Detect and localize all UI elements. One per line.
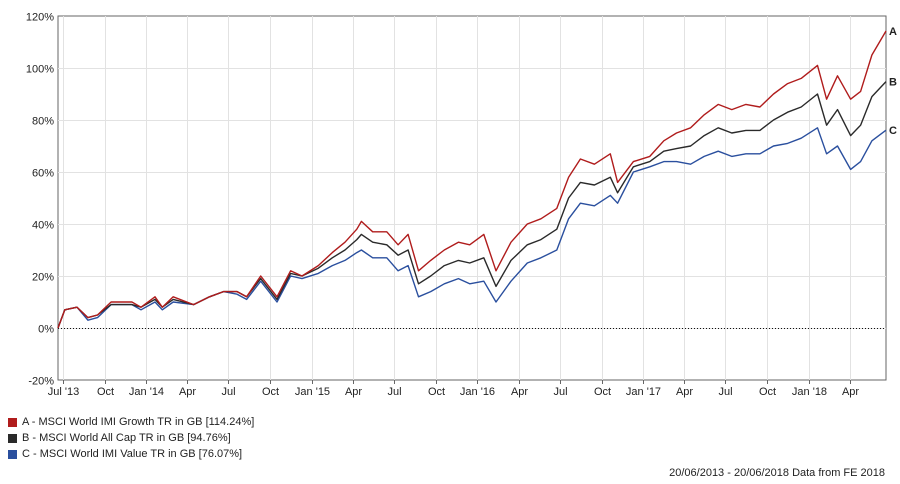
legend-swatch-b [8,433,17,443]
grid [57,15,887,381]
x-tick-label: Oct [759,386,776,398]
legend-label-c: C - MSCI World IMI Value TR in GB [76.07… [22,448,243,460]
y-tick-label: 20% [32,272,54,284]
series-line-c [57,127,887,329]
legend-item-a[interactable]: A - MSCI World IMI Growth TR in GB [114.… [8,414,254,430]
x-tick-label: Apr [345,386,362,398]
end-label-c: C [889,125,897,137]
end-label-a: A [889,26,897,38]
x-tick-label: Jan '18 [792,386,827,398]
y-tick-label: 80% [32,116,54,128]
y-tick-label: 120% [26,12,54,24]
performance-chart: 120% 100% 80% 60% 40% 20% 0% -20%Jul '13 Oct Jan … [26,12,897,399]
y-tick-label: 40% [32,220,54,232]
legend-label-b: B - MSCI World All Cap TR in GB [94.76%] [22,432,231,444]
y-tick-label: 0% [38,324,54,336]
x-tick-label: Oct [97,386,114,398]
plot-frame [57,15,887,381]
legend: A - MSCI World IMI Growth TR in GB [114.… [8,414,254,462]
x-tick-label: Jul [221,386,235,398]
legend-item-c[interactable]: C - MSCI World IMI Value TR in GB [76.07… [8,446,254,462]
legend-label-a: A - MSCI World IMI Growth TR in GB [114.… [22,416,255,428]
y-tick-label: 60% [32,168,54,180]
legend-item-b[interactable]: B - MSCI World All Cap TR in GB [94.76%] [8,430,254,446]
series-layer [57,30,887,329]
x-tick-label: Jan '16 [460,386,495,398]
x-tick-label: Oct [594,386,611,398]
legend-swatch-c [8,449,17,459]
legend-swatch-a [8,417,17,427]
axes: 120% 100% 80% 60% 40% 20% 0% -20%Jul '13 Oct Jan … [26,12,860,399]
end-label-b: B [889,77,897,89]
series-line-b [57,81,887,329]
x-tick-label: Jul [718,386,732,398]
x-tick-label: Jan '14 [129,386,164,398]
y-tick-label: -20% [28,376,54,388]
x-tick-label: Oct [428,386,445,398]
x-tick-label: Jan '15 [295,386,330,398]
end-labels: A B C [889,26,897,137]
x-tick-label: Jul [387,386,401,398]
x-tick-label: Apr [179,386,196,398]
footer-date-range: 20/06/2013 - 20/06/2018 Data from FE 201… [669,467,885,479]
y-tick-label: 100% [26,64,54,76]
series-line-a [57,30,887,329]
x-tick-label: Jul '13 [48,386,79,398]
x-tick-label: Apr [511,386,528,398]
x-tick-label: Jul [553,386,567,398]
x-tick-label: Apr [676,386,693,398]
x-tick-label: Jan '17 [626,386,661,398]
x-tick-label: Oct [262,386,279,398]
x-tick-label: Apr [842,386,859,398]
